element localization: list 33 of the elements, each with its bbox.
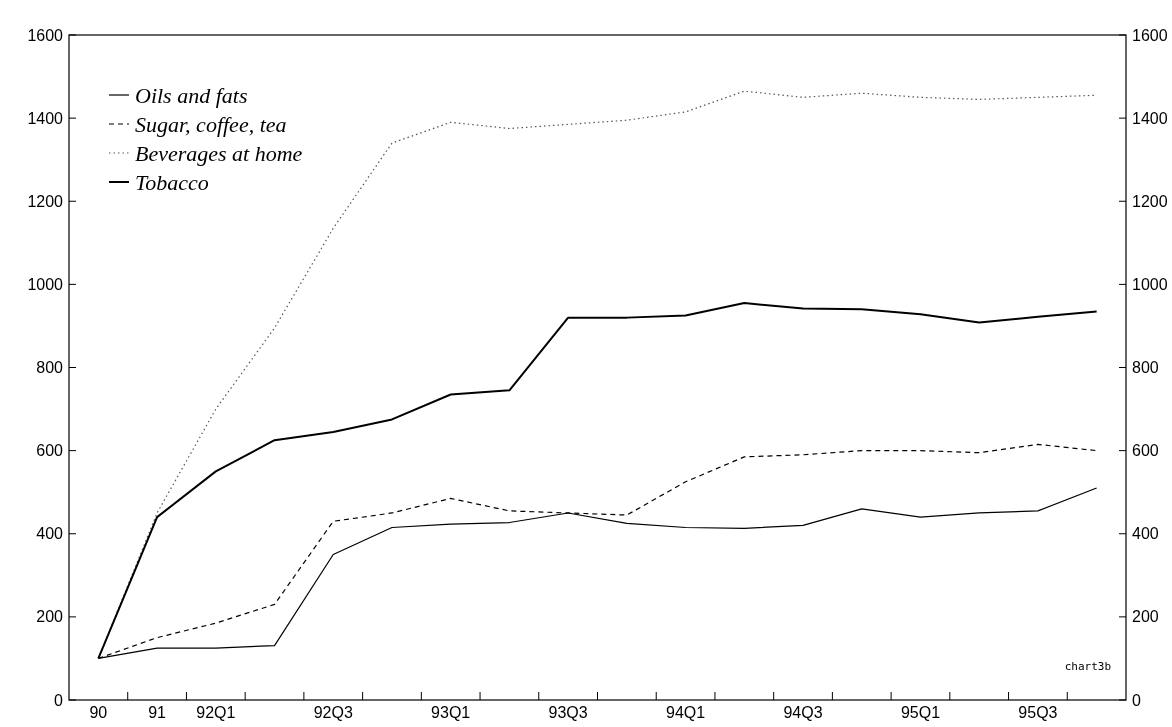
y-tick-label: 0 [54,691,64,709]
x-tick-label: 91 [148,704,167,721]
y2-tick-label: 1600 [1132,26,1168,44]
y2-tick-label: 1400 [1132,109,1168,127]
y2-tick-label: 1000 [1132,275,1168,293]
legend-label: Oils and fats [135,82,248,108]
x-tick-label: 95Q3 [1018,704,1058,721]
y-tick-label: 1000 [27,275,64,293]
y2-tick-label: 400 [1132,525,1159,543]
y2-tick-label: 200 [1132,608,1159,626]
y-tick-label: 1200 [27,192,64,210]
y-tick-label: 1400 [27,109,64,127]
x-tick-label: 93Q1 [431,704,471,721]
y-tick-label: 800 [36,359,64,377]
x-tick-label: 94Q3 [783,704,823,721]
x-tick-label: 92Q1 [196,704,236,721]
y-tick-label: 600 [36,442,64,460]
legend-label: Tobacco [135,169,209,195]
y2-tick-label: 0 [1132,691,1141,709]
x-tick-label: 93Q3 [548,704,588,721]
legend-label: Beverages at home [135,140,303,166]
legend-label: Sugar, coffee, tea [135,111,287,137]
x-tick-label: 95Q1 [900,704,941,721]
y-tick-label: 400 [36,525,64,543]
x-tick-label: 92Q3 [313,704,353,721]
y-tick-label: 1600 [27,26,64,44]
x-tick-label: 94Q1 [666,704,706,721]
x-tick-label: 90 [89,704,108,721]
y-tick-label: 200 [36,608,64,626]
y2-tick-label: 800 [1132,359,1159,377]
annotation: chart3b [1064,660,1111,673]
y2-tick-label: 1200 [1132,192,1168,210]
y2-tick-label: 600 [1132,442,1159,460]
